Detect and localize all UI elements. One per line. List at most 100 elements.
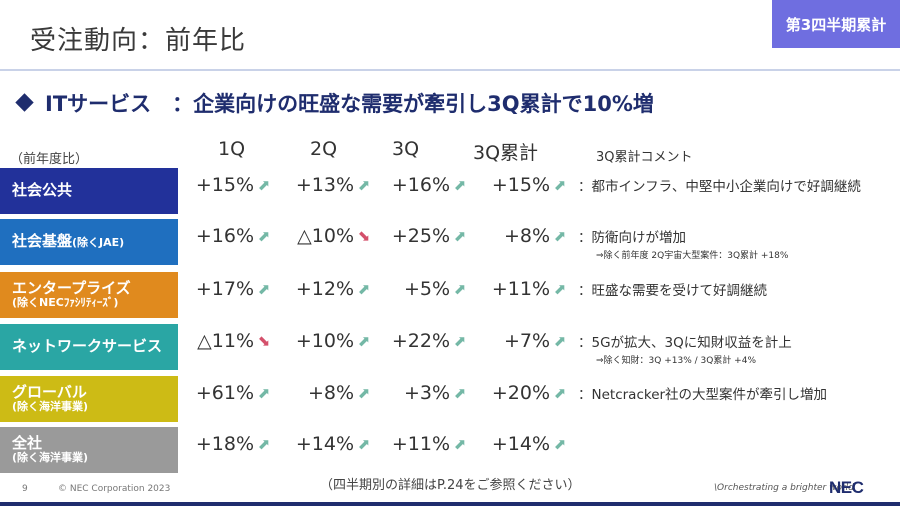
arrow-up-right-icon: ⬈ bbox=[257, 435, 271, 453]
value-text: △11% bbox=[197, 330, 254, 352]
arrow-up-right-icon: ⬈ bbox=[453, 332, 467, 350]
value-text: +16% bbox=[391, 174, 450, 196]
value-text: +11% bbox=[391, 433, 450, 455]
value-cell: +8% ⬈ bbox=[282, 382, 372, 404]
value-cell: +16% ⬈ bbox=[378, 174, 468, 196]
table-row: 社会基盤(除くJAE) +16% ⬈ △10% ⬊ +25% ⬈ +8% ⬈ ：防衛向けが増加 ⇒除… bbox=[0, 219, 900, 269]
value-text: +14% bbox=[491, 433, 550, 455]
value-cell: +17% ⬈ bbox=[182, 278, 272, 300]
value-cell: +3% ⬈ bbox=[378, 382, 468, 404]
value-text: +16% bbox=[195, 225, 254, 247]
column-header-1q: 1Q bbox=[218, 138, 246, 160]
segment-label: ネットワークサービス bbox=[0, 324, 178, 370]
value-text: +25% bbox=[391, 225, 450, 247]
row-comment-note: ⇒除く前年度 2Q宇宙大型案件：3Q累計 +18% bbox=[596, 251, 789, 261]
footer-note: （四半期別の詳細はP.24をご参照ください） bbox=[320, 478, 581, 493]
segment-label: エンタープライズ (除くNECﾌｧｼﾘﾃｨｰｽﾞ) bbox=[0, 272, 178, 318]
value-cell: △10% ⬊ bbox=[282, 225, 372, 247]
page-title: 受注動向：前年比 bbox=[30, 26, 247, 56]
segment-subtitle: (除く海洋事業) bbox=[12, 451, 89, 465]
arrow-up-right-icon: ⬈ bbox=[257, 227, 271, 245]
value-cell: +8% ⬈ bbox=[478, 225, 568, 247]
headline-text: ITサービス ：企業向けの旺盛な需要が牽引し3Q累計で10%増 bbox=[45, 92, 654, 116]
value-cell: +22% ⬈ bbox=[378, 330, 468, 352]
segment-name-suffix: (除くJAE) bbox=[72, 236, 125, 250]
value-text: +17% bbox=[195, 278, 254, 300]
value-text: +3% bbox=[403, 382, 450, 404]
row-comment: ：旺盛な需要を受けて好調継続 bbox=[578, 283, 767, 299]
value-text: +22% bbox=[391, 330, 450, 352]
segment-name-text: 社会公共 bbox=[12, 181, 73, 200]
row-comment: ：Netcracker社の大型案件が牽引し増加 bbox=[578, 387, 828, 403]
arrow-up-right-icon: ⬈ bbox=[357, 435, 371, 453]
segment-name: 社会公共 bbox=[12, 182, 178, 199]
value-cell: +15% ⬈ bbox=[182, 174, 272, 196]
segment-label: 社会基盤(除くJAE) bbox=[0, 219, 178, 265]
value-text: +8% bbox=[307, 382, 354, 404]
value-cell: +18% ⬈ bbox=[182, 433, 272, 455]
nec-logo: NEC bbox=[829, 478, 864, 497]
segment-name-text: エンタープライズ bbox=[12, 279, 131, 298]
value-cell: △11% ⬊ bbox=[182, 330, 272, 352]
segment-label: 全社 (除く海洋事業) bbox=[0, 427, 178, 473]
arrow-up-right-icon: ⬈ bbox=[257, 176, 271, 194]
value-text: +61% bbox=[195, 382, 254, 404]
value-cell: +11% ⬈ bbox=[478, 278, 568, 300]
column-header-comment: 3Q累計コメント bbox=[596, 150, 693, 165]
value-cell: +14% ⬈ bbox=[478, 433, 568, 455]
segment-name: 全社 bbox=[12, 434, 178, 453]
segment-name: グローバル bbox=[12, 383, 178, 402]
arrow-up-right-icon: ⬈ bbox=[257, 280, 271, 298]
page-number: 9 bbox=[22, 484, 28, 494]
title-divider bbox=[0, 69, 900, 71]
arrow-up-right-icon: ⬈ bbox=[553, 280, 567, 298]
arrow-up-right-icon: ⬈ bbox=[553, 332, 567, 350]
value-cell: +20% ⬈ bbox=[478, 382, 568, 404]
headline: ITサービス ：企業向けの旺盛な需要が牽引し3Q累計で10%増 bbox=[15, 88, 654, 118]
tagline: \Orchestrating a brighter world bbox=[714, 483, 854, 493]
table-row: グローバル (除く海洋事業) +61% ⬈ +8% ⬈ +3% ⬈ +20% ⬈ ：Netcrack… bbox=[0, 376, 900, 426]
arrow-up-right-icon: ⬈ bbox=[357, 280, 371, 298]
value-cell: +13% ⬈ bbox=[282, 174, 372, 196]
value-text: △10% bbox=[297, 225, 354, 247]
table-row: エンタープライズ (除くNECﾌｧｼﾘﾃｨｰｽﾞ) +17% ⬈ +12% ⬈ +5% ⬈ +1… bbox=[0, 272, 900, 322]
value-text: +14% bbox=[295, 433, 354, 455]
yoy-label: （前年度比） bbox=[10, 152, 89, 167]
arrow-up-right-icon: ⬈ bbox=[357, 384, 371, 402]
arrow-down-right-icon: ⬊ bbox=[357, 227, 371, 245]
value-cell: +10% ⬈ bbox=[282, 330, 372, 352]
arrow-up-right-icon: ⬈ bbox=[453, 176, 467, 194]
value-cell: +5% ⬈ bbox=[378, 278, 468, 300]
arrow-up-right-icon: ⬈ bbox=[553, 227, 567, 245]
bottom-bar bbox=[0, 502, 900, 506]
value-cell: +14% ⬈ bbox=[282, 433, 372, 455]
value-text: +7% bbox=[503, 330, 550, 352]
value-text: +11% bbox=[491, 278, 550, 300]
segment-name-text: グローバル bbox=[12, 383, 87, 402]
column-header-3q: 3Q bbox=[392, 138, 420, 160]
value-text: +15% bbox=[195, 174, 254, 196]
copyright: © NEC Corporation 2023 bbox=[58, 484, 171, 494]
arrow-up-right-icon: ⬈ bbox=[553, 176, 567, 194]
segment-name-text: 社会基盤 bbox=[12, 232, 73, 251]
segment-name: 社会基盤(除くJAE) bbox=[12, 233, 178, 250]
column-header-2q: 2Q bbox=[310, 138, 338, 160]
table-row: 社会公共 +15% ⬈ +13% ⬈ +16% ⬈ +15% ⬈ ：都市インフラ、中堅中小企業向け… bbox=[0, 168, 900, 218]
row-comment-note: ⇒除く知財：3Q +13% / 3Q累計 +4% bbox=[596, 356, 757, 366]
row-comment: ：5Gが拡大、3Qに知財収益を計上 bbox=[578, 335, 792, 351]
arrow-up-right-icon: ⬈ bbox=[553, 384, 567, 402]
table-row: 全社 (除く海洋事業) +18% ⬈ +14% ⬈ +11% ⬈ +14% ⬈ bbox=[0, 427, 900, 477]
value-cell: +12% ⬈ bbox=[282, 278, 372, 300]
arrow-up-right-icon: ⬈ bbox=[257, 384, 271, 402]
value-text: +12% bbox=[295, 278, 354, 300]
segment-label: 社会公共 bbox=[0, 168, 178, 214]
value-cell: +25% ⬈ bbox=[378, 225, 468, 247]
value-text: +20% bbox=[491, 382, 550, 404]
arrow-up-right-icon: ⬈ bbox=[453, 280, 467, 298]
segment-name-text: 全社 bbox=[12, 434, 43, 453]
value-text: +15% bbox=[491, 174, 550, 196]
diamond-bullet-icon bbox=[15, 93, 34, 112]
arrow-up-right-icon: ⬈ bbox=[553, 435, 567, 453]
row-comment: ：都市インフラ、中堅中小企業向けで好調継続 bbox=[578, 179, 861, 195]
arrow-up-right-icon: ⬈ bbox=[453, 384, 467, 402]
